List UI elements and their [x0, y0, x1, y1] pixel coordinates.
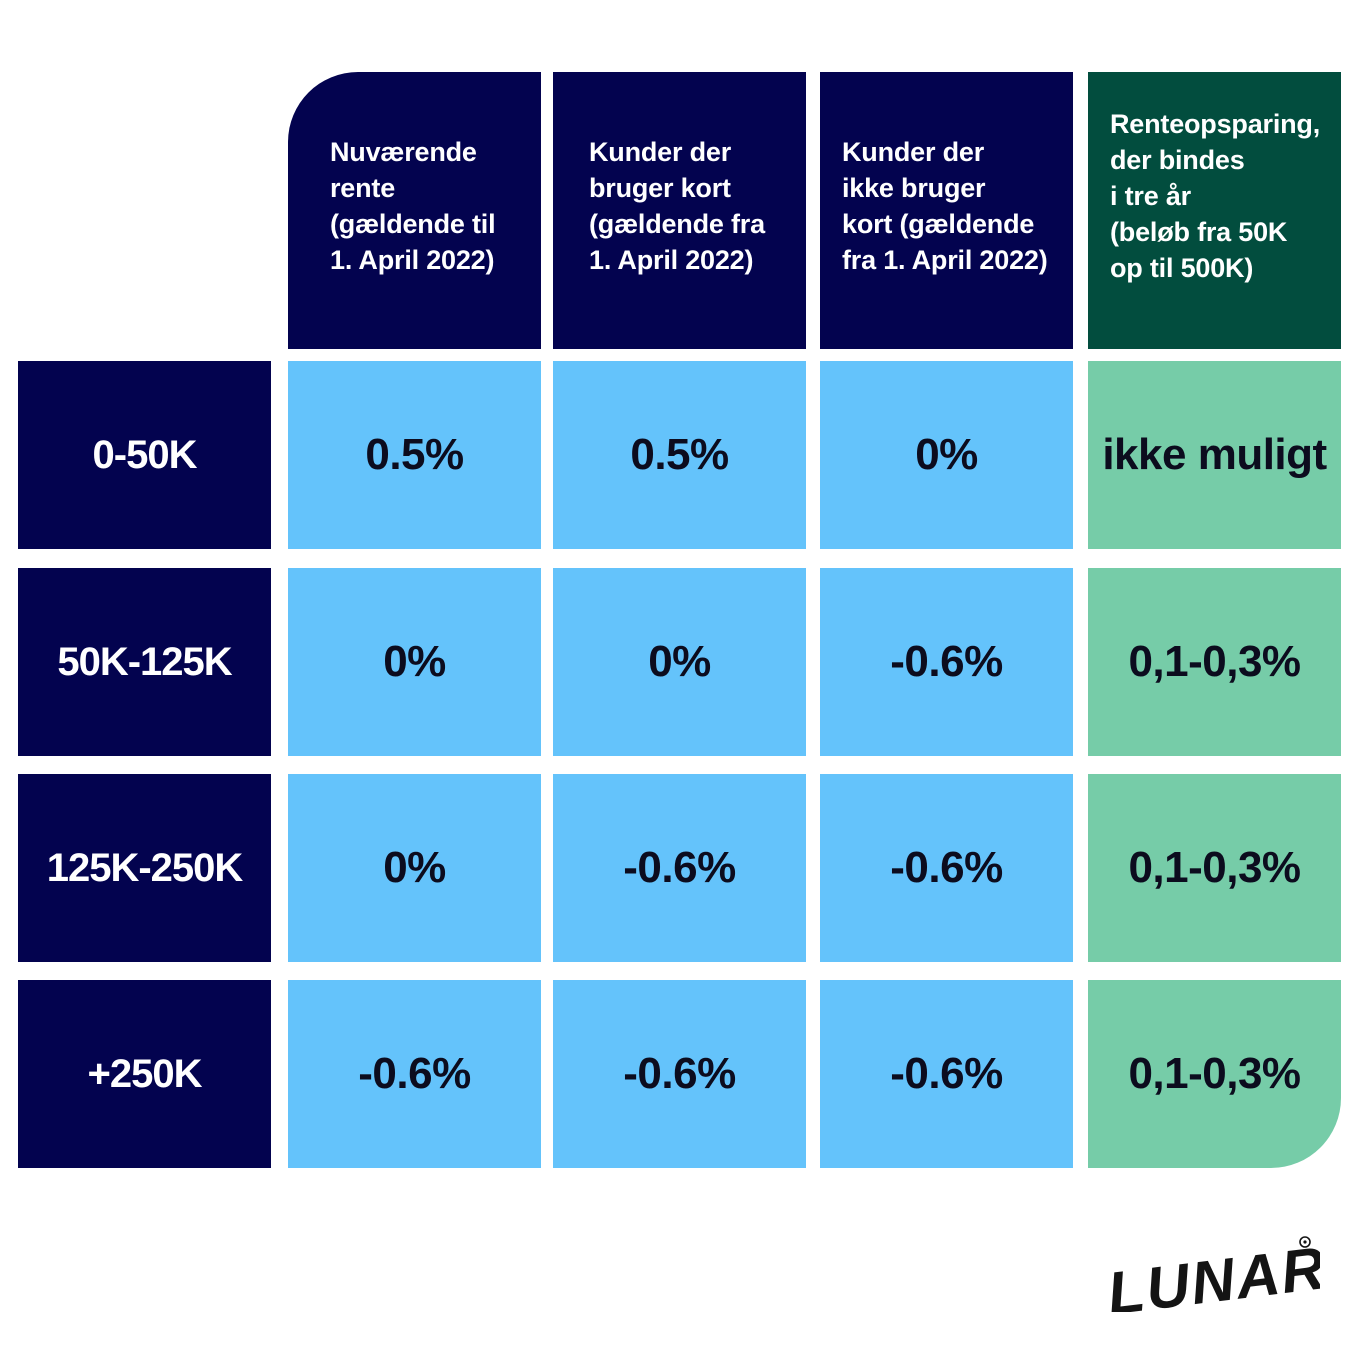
- cell-value: 0%: [915, 430, 978, 479]
- column-header-card-users: Kunder der bruger kort (gældende fra 1. …: [553, 72, 806, 349]
- column-header-non-card-users-label: Kunder der ikke bruger kort (gældende fr…: [842, 136, 1048, 275]
- table-cell: 0%: [288, 568, 541, 756]
- row-header-label: +250K: [87, 1051, 203, 1096]
- cell-value: -0.6%: [623, 843, 736, 892]
- cell-value: 0.5%: [630, 430, 729, 479]
- table-cell: -0.6%: [553, 774, 806, 962]
- lunar-logo: LUNAR: [1104, 1234, 1320, 1312]
- table-cell: 0.5%: [288, 361, 541, 549]
- registered-mark-icon: [1299, 1236, 1311, 1248]
- cell-value: -0.6%: [358, 1049, 471, 1098]
- row-header-label: 50K-125K: [57, 639, 232, 684]
- cell-value: 0,1-0,3%: [1128, 637, 1301, 686]
- column-header-non-card-users: Kunder der ikke bruger kort (gældende fr…: [820, 72, 1073, 349]
- table-cell-savings: 0,1-0,3%: [1088, 774, 1341, 962]
- column-header-savings-label: Renteopsparing, der bindes i tre år (bel…: [1110, 108, 1321, 283]
- table-cell: -0.6%: [820, 774, 1073, 962]
- table-cell-savings: 0,1-0,3%: [1088, 568, 1341, 756]
- cell-value: ikke muligt: [1102, 430, 1327, 479]
- cell-value: -0.6%: [890, 843, 1003, 892]
- column-header-savings: Renteopsparing, der bindes i tre år (bel…: [1088, 72, 1341, 349]
- column-header-current-rate: Nuværende rente (gældende til 1. April 2…: [288, 72, 541, 349]
- table-cell: -0.6%: [820, 980, 1073, 1168]
- svg-text:LUNAR: LUNAR: [1104, 1234, 1320, 1312]
- row-header-250k-plus: +250K: [18, 980, 271, 1168]
- row-header-label: 0-50K: [92, 432, 198, 477]
- cell-value: -0.6%: [890, 1049, 1003, 1098]
- cell-value: 0,1-0,3%: [1128, 1049, 1301, 1098]
- row-header-0-50k: 0-50K: [18, 361, 271, 549]
- lunar-logo-wordmark: LUNAR: [1104, 1234, 1320, 1312]
- table-cell: -0.6%: [820, 568, 1073, 756]
- column-header-card-users-label: Kunder der bruger kort (gældende fra 1. …: [589, 136, 765, 275]
- table-cell: -0.6%: [553, 980, 806, 1168]
- cell-value: 0%: [383, 843, 446, 892]
- cell-value: 0,1-0,3%: [1128, 843, 1301, 892]
- cell-value: 0%: [648, 637, 711, 686]
- table-cell: 0%: [820, 361, 1073, 549]
- row-header-label: 125K-250K: [46, 845, 244, 890]
- row-header-50k-125k: 50K-125K: [18, 568, 271, 756]
- column-header-current-rate-label: Nuværende rente (gældende til 1. April 2…: [330, 136, 496, 275]
- cell-value: 0%: [383, 637, 446, 686]
- cell-value: -0.6%: [623, 1049, 736, 1098]
- row-header-125k-250k: 125K-250K: [18, 774, 271, 962]
- table-cell-savings: ikke muligt: [1088, 361, 1341, 549]
- table-cell-savings: 0,1-0,3%: [1088, 980, 1341, 1168]
- table-cell: 0%: [553, 568, 806, 756]
- cell-value: 0.5%: [365, 430, 464, 479]
- table-cell: 0.5%: [553, 361, 806, 549]
- table-cell: -0.6%: [288, 980, 541, 1168]
- table-cell: 0%: [288, 774, 541, 962]
- cell-value: -0.6%: [890, 637, 1003, 686]
